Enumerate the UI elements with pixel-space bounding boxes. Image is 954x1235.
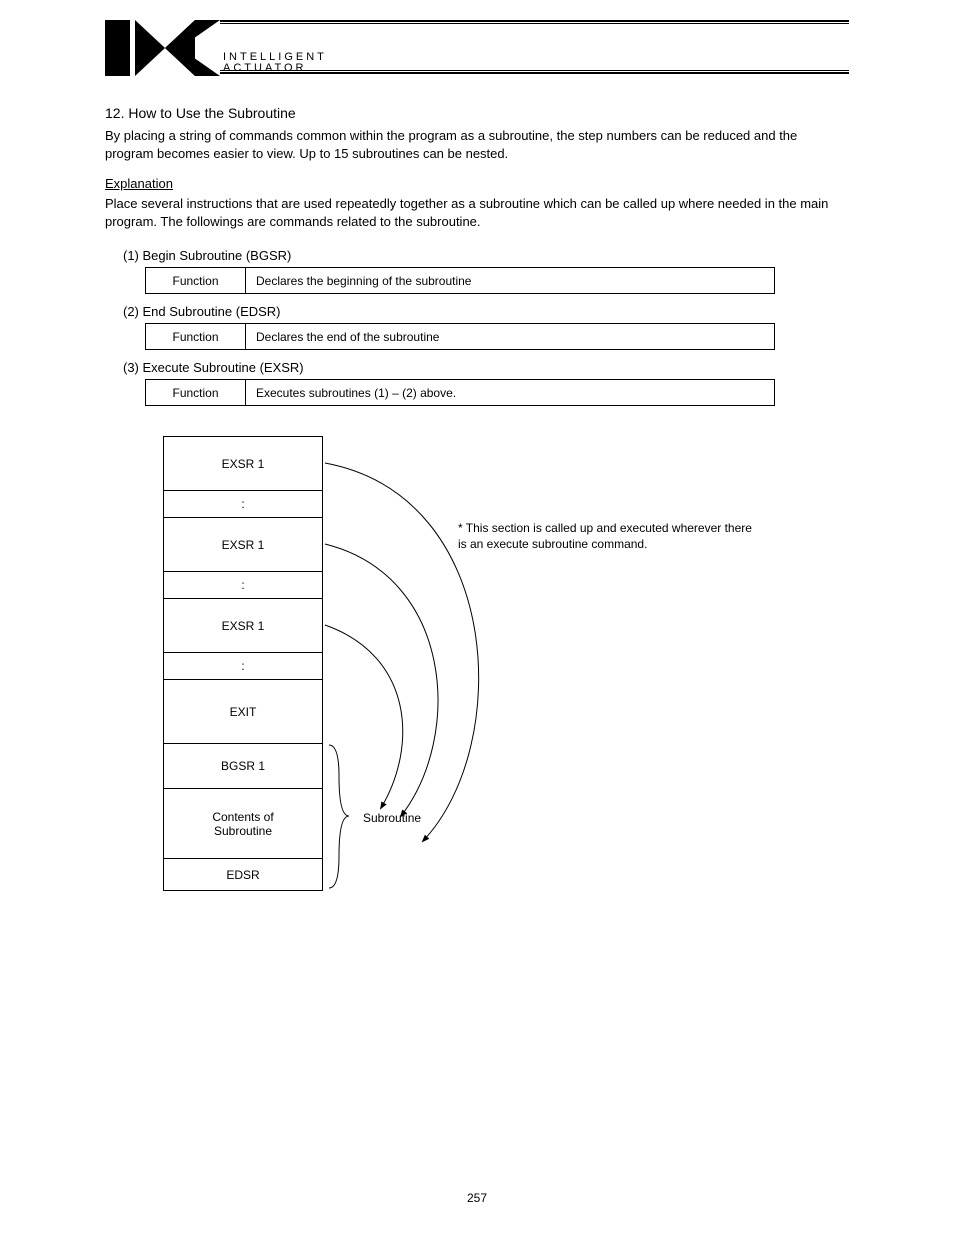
table-text: Declares the end of the subroutine (246, 324, 775, 350)
explain-text: Place several instructions that are used… (105, 195, 849, 230)
stack-cell: EDSR (164, 859, 322, 891)
table-label: Function (146, 324, 246, 350)
section-title: How to Use the Subroutine (128, 105, 295, 121)
table-text: Executes subroutines (1) – (2) above. (246, 380, 775, 406)
section-heading: 12. How to Use the Subroutine (105, 105, 849, 121)
stack-cell: EXIT (164, 680, 322, 744)
stack-cell: Contents ofSubroutine (164, 789, 322, 859)
intro-paragraph: By placing a string of commands common w… (105, 127, 849, 162)
diagram-note: * This section is called up and executed… (458, 521, 758, 552)
table-label: Function (146, 268, 246, 294)
table-heading-3: (3) Execute Subroutine (EXSR) (123, 360, 849, 375)
table-heading-2: (2) End Subroutine (EDSR) (123, 304, 849, 319)
table-label: Function (146, 380, 246, 406)
brace-label: Subroutine (363, 811, 421, 827)
table-heading-1: (1) Begin Subroutine (BGSR) (123, 248, 849, 263)
subroutine-diagram: EXSR 1:EXSR 1:EXSR 1:EXITBGSR 1Contents … (163, 436, 783, 921)
program-stack: EXSR 1:EXSR 1:EXSR 1:EXITBGSR 1Contents … (163, 436, 323, 891)
stack-cell: EXSR 1 (164, 518, 322, 572)
definition-table-1: Function Declares the beginning of the s… (145, 267, 775, 294)
definition-table-2: Function Declares the end of the subrout… (145, 323, 775, 350)
table-text: Declares the beginning of the subroutine (246, 268, 775, 294)
stack-cell: : (164, 653, 322, 680)
header-rule-bottom (220, 70, 849, 74)
stack-cell: : (164, 572, 322, 599)
stack-cell: : (164, 491, 322, 518)
explain-label: Explanation (105, 176, 173, 191)
header-rule-top (220, 20, 849, 24)
page-number: 257 (0, 1191, 954, 1205)
stack-cell: EXSR 1 (164, 599, 322, 653)
section-number: 12. (105, 105, 124, 121)
stack-cell: BGSR 1 (164, 744, 322, 789)
diagram-arrows (323, 436, 583, 921)
logo (105, 20, 220, 79)
definition-table-3: Function Executes subroutines (1) – (2) … (145, 379, 775, 406)
stack-cell: EXSR 1 (164, 437, 322, 491)
